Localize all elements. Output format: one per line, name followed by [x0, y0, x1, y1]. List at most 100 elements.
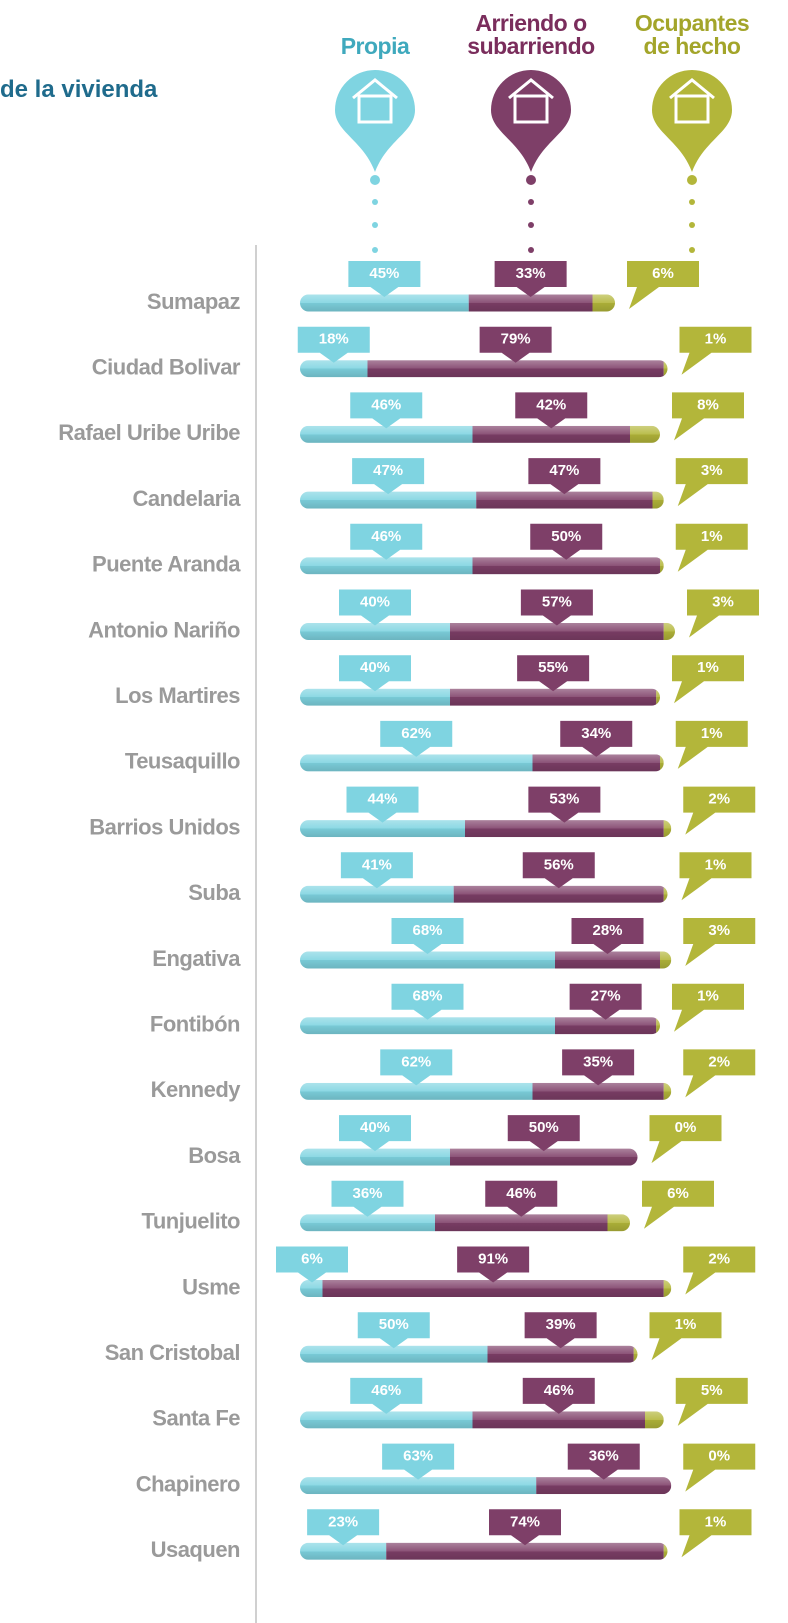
- bar-gloss: [386, 1542, 664, 1560]
- value-label: 34%: [581, 725, 611, 742]
- bar-gloss: [532, 1082, 664, 1100]
- category-label: Kennedy: [151, 1077, 242, 1102]
- value-label: 62%: [401, 1053, 431, 1070]
- label-tab: [276, 1246, 348, 1283]
- category-label: Engativa: [152, 946, 241, 971]
- bar-gloss: [300, 820, 465, 838]
- value-label: 46%: [544, 1382, 574, 1399]
- bar-gloss: [300, 885, 454, 903]
- legend-dot: [528, 247, 534, 253]
- value-label: 41%: [362, 856, 392, 873]
- value-label: 8%: [697, 396, 719, 413]
- legend-dot: [687, 175, 697, 185]
- legend-icon: [357, 94, 393, 124]
- label-tab: [562, 1049, 635, 1086]
- bar-gloss: [663, 360, 668, 378]
- value-label: 5%: [701, 1382, 723, 1399]
- bar-gloss: [645, 1411, 664, 1429]
- bar-gloss: [633, 1345, 638, 1363]
- value-label: 46%: [371, 396, 401, 413]
- value-label: 3%: [701, 462, 723, 479]
- bar-gloss: [472, 1411, 645, 1429]
- bar-gloss: [367, 360, 664, 378]
- bar-gloss: [450, 1148, 638, 1166]
- legend-dot: [372, 222, 378, 228]
- label-tab: [515, 392, 588, 429]
- row: [300, 294, 615, 312]
- label-tab: [683, 918, 756, 966]
- row: [300, 1082, 672, 1100]
- label-tab: [679, 852, 752, 901]
- value-label: 55%: [538, 659, 568, 676]
- value-label: 44%: [367, 791, 397, 808]
- bar-gloss: [660, 557, 664, 575]
- bar-gloss: [300, 557, 473, 575]
- label-tab: [683, 1246, 756, 1295]
- row: [300, 951, 672, 969]
- value-label: 53%: [549, 791, 579, 808]
- bar-gloss: [663, 623, 675, 640]
- label-tab: [520, 589, 593, 626]
- category-label: Santa Fe: [152, 1406, 240, 1431]
- bar-gloss: [536, 1477, 672, 1495]
- legend-dot: [689, 222, 695, 228]
- category-label: Barrios Unidos: [89, 814, 240, 839]
- label-tab: [524, 1312, 597, 1349]
- bar-gloss: [300, 1345, 488, 1363]
- label-tab: [479, 326, 552, 363]
- category-label: San Cristobal: [105, 1340, 240, 1365]
- value-label: 79%: [501, 331, 531, 348]
- label-tab: [571, 918, 644, 954]
- row: [300, 1214, 630, 1232]
- row: [300, 425, 660, 443]
- category-label: Teusaquillo: [125, 749, 240, 774]
- bar-gloss: [663, 820, 672, 838]
- value-label: 3%: [708, 922, 730, 939]
- value-label: 0%: [675, 1119, 697, 1136]
- label-tab: [391, 983, 464, 1020]
- category-label: Puente Aranda: [92, 552, 241, 577]
- value-label: 2%: [708, 791, 730, 808]
- value-label: 6%: [667, 1185, 689, 1202]
- label-tab: [569, 983, 642, 1020]
- bar-gloss: [300, 951, 555, 969]
- label-tab: [346, 786, 419, 823]
- label-tab: [352, 458, 425, 495]
- category-label: Rafael Uribe Uribe: [58, 420, 240, 445]
- bar-gloss: [300, 688, 450, 706]
- label-tab: [339, 1115, 411, 1152]
- value-label: 1%: [697, 659, 719, 676]
- bar-gloss: [300, 754, 533, 772]
- value-label: 68%: [412, 922, 442, 939]
- legend-dot: [528, 199, 534, 205]
- row: [300, 491, 664, 509]
- value-label: 68%: [412, 988, 442, 1005]
- category-label: Usme: [182, 1274, 240, 1299]
- label-tab: [675, 523, 748, 572]
- label-tab: [649, 1312, 722, 1361]
- value-label: 46%: [371, 528, 401, 545]
- value-label: 1%: [701, 528, 723, 545]
- bar-gloss: [660, 951, 672, 969]
- label-tab: [350, 1377, 423, 1414]
- label-tab: [672, 983, 744, 1032]
- legend-icon: [508, 78, 554, 100]
- label-tab: [297, 326, 370, 363]
- legend-icon: [513, 94, 549, 124]
- row: [300, 1017, 660, 1035]
- bar-gloss: [592, 294, 615, 312]
- label-tab: [649, 1115, 722, 1164]
- legend-dot: [528, 222, 534, 228]
- label-tab: [522, 852, 595, 889]
- bar-gloss: [300, 1477, 537, 1495]
- value-label: 6%: [652, 265, 674, 282]
- value-label: 33%: [516, 265, 546, 282]
- label-tab: [683, 1049, 756, 1098]
- bar-gloss: [450, 688, 657, 706]
- value-label: 47%: [549, 462, 579, 479]
- value-label: 47%: [373, 462, 403, 479]
- value-label: 1%: [705, 856, 727, 873]
- bar-gloss: [663, 1280, 672, 1297]
- label-tab: [339, 589, 411, 626]
- label-tab: [528, 786, 601, 823]
